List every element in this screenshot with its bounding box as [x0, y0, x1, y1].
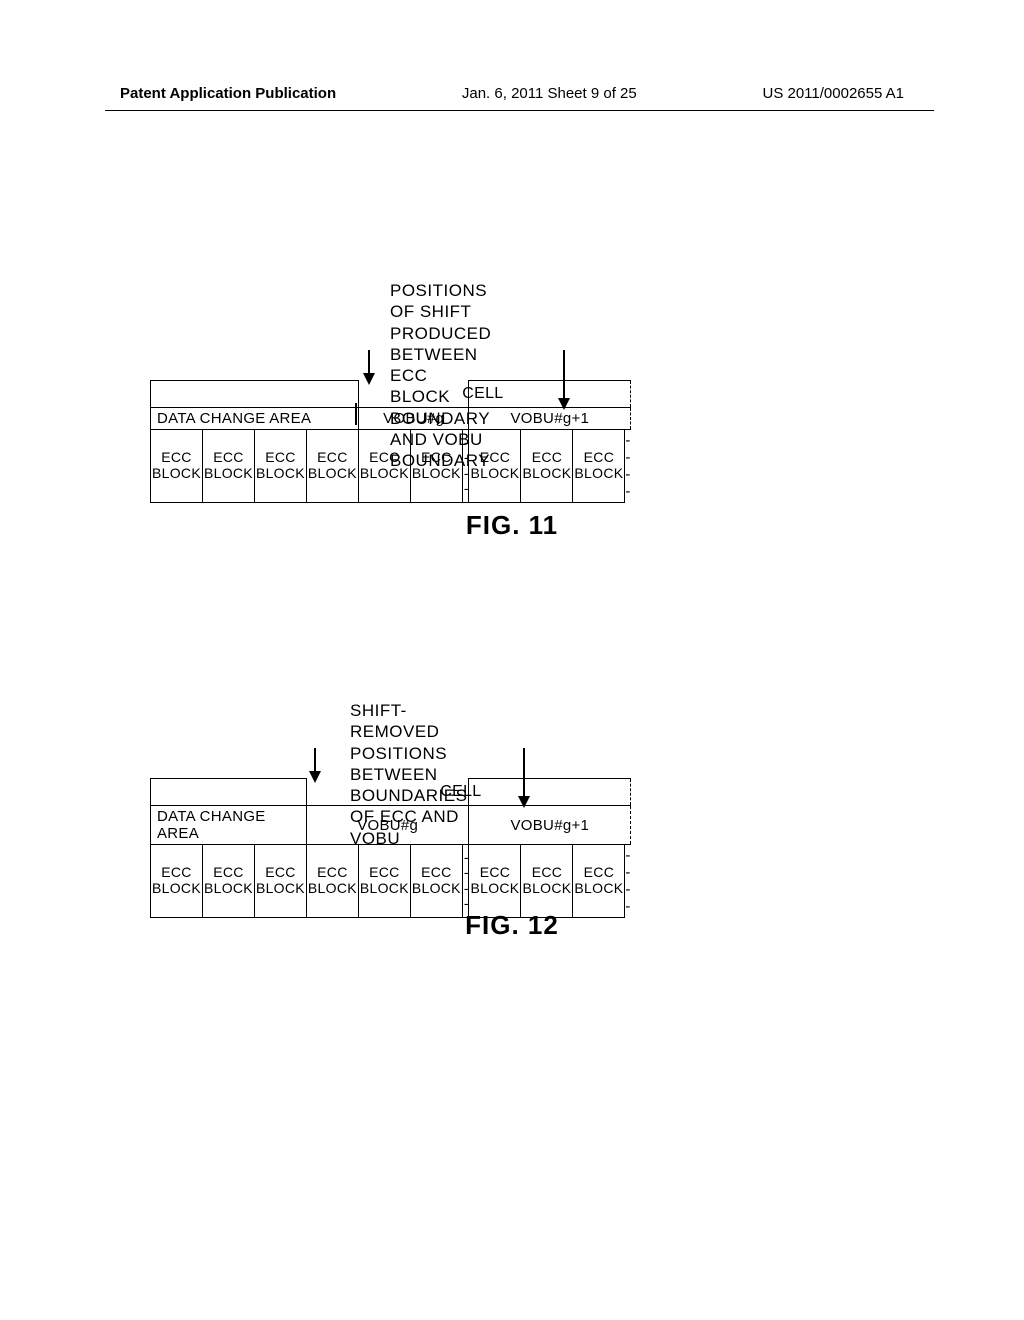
- fig11-arrow1-stem: [368, 350, 370, 375]
- fig12-ecc-3: ECC BLOCK: [256, 864, 305, 895]
- fig12-ecc-6: ECC BLOCK: [412, 864, 461, 895]
- fig11-ecc-8: ECC BLOCK: [522, 449, 571, 480]
- fig12-ecc-9: ECC BLOCK: [574, 864, 623, 895]
- fig12-data-change-area: DATA CHANGE AREA: [157, 808, 266, 842]
- fig12-ecc-4: ECC BLOCK: [308, 864, 357, 895]
- fig12-ecc-2: ECC BLOCK: [204, 864, 253, 895]
- fig12-ecc-5: ECC BLOCK: [360, 864, 409, 895]
- fig11-gap: - - - -: [464, 434, 468, 496]
- fig11-ecc-2: ECC BLOCK: [204, 449, 253, 480]
- fig11-ecc-1: ECC BLOCK: [152, 449, 201, 480]
- fig11-ecc-3: ECC BLOCK: [256, 449, 305, 480]
- page-header: Patent Application Publication Jan. 6, 2…: [0, 85, 1024, 102]
- fig11-ecc-9: ECC BLOCK: [574, 449, 623, 480]
- fig11-vobu-g1: VOBU#g+1: [510, 410, 589, 427]
- fig11-ecc-7: ECC BLOCK: [470, 449, 519, 480]
- fig12-table: CELL DATA CHANGE AREA VOBU#g VOBU#g+1 EC…: [150, 778, 631, 918]
- fig12-vobu-g1: VOBU#g+1: [510, 817, 589, 834]
- header-rule: [105, 110, 934, 111]
- fig11-trail: - - - -: [625, 432, 630, 500]
- fig12-ecc-1: ECC BLOCK: [152, 864, 201, 895]
- fig12-cell-label: CELL: [396, 783, 526, 801]
- fig11-vobu-g: VOBU#g: [383, 410, 444, 427]
- fig11-data-change-area: DATA CHANGE AREA: [157, 410, 311, 427]
- fig11-ecc-5: ECC BLOCK: [360, 449, 409, 480]
- fig11-shift-boundary-1: [355, 403, 357, 425]
- header-left: Patent Application Publication: [120, 85, 336, 102]
- fig11-ecc-6: ECC BLOCK: [412, 449, 461, 480]
- fig12-ecc-8: ECC BLOCK: [522, 864, 571, 895]
- fig11-table: CELL DATA CHANGE AREA VOBU#g VOBU#g+1 EC…: [150, 380, 631, 503]
- fig12-title: FIG. 12: [0, 910, 1024, 941]
- fig11-title: FIG. 11: [0, 510, 1024, 541]
- header-right: US 2011/0002655 A1: [762, 85, 904, 102]
- fig12-vobu-g: VOBU#g: [357, 817, 418, 834]
- fig12-ecc-7: ECC BLOCK: [470, 864, 519, 895]
- fig11-ecc-4: ECC BLOCK: [308, 449, 357, 480]
- fig11-cell-label: CELL: [418, 385, 548, 403]
- fig12-arrow1-stem: [314, 748, 316, 773]
- header-mid: Jan. 6, 2011 Sheet 9 of 25: [462, 85, 637, 102]
- fig12-trail: - - - -: [625, 847, 630, 915]
- fig12-gap: - - - -: [464, 849, 468, 911]
